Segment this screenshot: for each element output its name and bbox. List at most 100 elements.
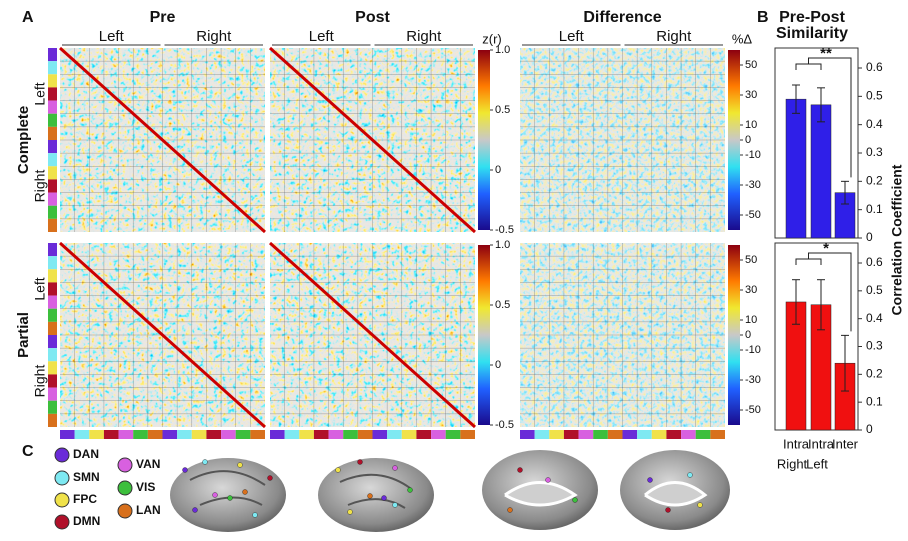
network-strip bbox=[48, 127, 57, 140]
node-dot bbox=[518, 468, 523, 473]
node-dot bbox=[393, 466, 398, 471]
colorbar-tick-label: 0 bbox=[495, 164, 501, 176]
colorbar-tick-label: -30 bbox=[745, 374, 761, 386]
network-strip bbox=[608, 430, 623, 439]
hemisphere-header: Left bbox=[309, 28, 335, 45]
network-strip bbox=[48, 166, 57, 179]
significance-marker: ** bbox=[820, 45, 832, 62]
network-strip bbox=[48, 401, 57, 414]
y-tick-label: 0.1 bbox=[866, 202, 883, 216]
network-strip bbox=[696, 430, 711, 439]
node-dot bbox=[238, 463, 243, 468]
network-strip bbox=[48, 206, 57, 219]
network-strip bbox=[270, 430, 285, 439]
node-dot bbox=[203, 460, 208, 465]
y-axis-label: Correlation Coefficient bbox=[889, 164, 905, 315]
network-strip bbox=[250, 430, 265, 439]
hemisphere-header: Right bbox=[656, 28, 692, 45]
row-hemisphere: Right bbox=[32, 170, 48, 203]
y-tick-label: 0.2 bbox=[866, 174, 883, 188]
colorbar-tick-label: 0.5 bbox=[495, 299, 510, 311]
row-hemisphere: Left bbox=[32, 277, 48, 300]
bar bbox=[811, 105, 831, 238]
network-strip bbox=[329, 430, 344, 439]
network-strip bbox=[119, 430, 134, 439]
network-strip bbox=[104, 430, 119, 439]
column-title: Post bbox=[355, 9, 390, 26]
network-strip bbox=[133, 430, 148, 439]
colorbar-tick-label: 0 bbox=[495, 359, 501, 371]
colorbar-tick-label: 30 bbox=[745, 284, 757, 296]
network-strip bbox=[446, 430, 461, 439]
network-strip bbox=[48, 153, 57, 166]
node-dot bbox=[408, 488, 413, 493]
network-strip bbox=[75, 430, 90, 439]
legend-label: VIS bbox=[136, 480, 155, 494]
node-dot bbox=[336, 468, 341, 473]
network-strip bbox=[148, 430, 163, 439]
legend-swatch bbox=[55, 493, 69, 507]
legend-label: LAN bbox=[136, 503, 161, 517]
y-tick-label: 0 bbox=[866, 422, 873, 436]
colorbar-tick-label: 10 bbox=[745, 314, 757, 326]
network-strip bbox=[221, 430, 236, 439]
significance-marker: * bbox=[823, 240, 829, 257]
network-strip bbox=[163, 430, 178, 439]
network-strip bbox=[579, 430, 594, 439]
panel-title: Similarity bbox=[776, 25, 848, 42]
legend-label: FPC bbox=[73, 492, 97, 506]
colorbar-tick-label: -50 bbox=[745, 209, 761, 221]
node-dot bbox=[228, 496, 233, 501]
column-title: Pre bbox=[150, 9, 176, 26]
network-strip bbox=[666, 430, 681, 439]
node-dot bbox=[573, 498, 578, 503]
bar-panels: Pre-PostSimilarity00.10.20.30.40.50.6**C… bbox=[775, 9, 905, 471]
legend-swatch bbox=[55, 471, 69, 485]
network-strip bbox=[48, 414, 57, 427]
network-strip bbox=[48, 87, 57, 100]
network-strip bbox=[520, 430, 535, 439]
colorbar bbox=[478, 245, 490, 425]
network-strip bbox=[48, 348, 57, 361]
network-strip bbox=[48, 101, 57, 114]
legend-swatch bbox=[55, 448, 69, 462]
node-dot bbox=[358, 460, 363, 465]
node-dot bbox=[268, 476, 273, 481]
network-strip bbox=[48, 114, 57, 127]
network-strip bbox=[48, 296, 57, 309]
network-strip bbox=[549, 430, 564, 439]
network-strip bbox=[48, 322, 57, 335]
node-dot bbox=[666, 508, 671, 513]
network-strip bbox=[460, 430, 475, 439]
node-dot bbox=[193, 508, 198, 513]
bar bbox=[786, 99, 806, 238]
network-strip bbox=[48, 140, 57, 153]
legend-label: DAN bbox=[73, 447, 99, 461]
colorbar-tick-label: -30 bbox=[745, 179, 761, 191]
y-tick-label: 0.3 bbox=[866, 145, 883, 159]
colorbar-tick-label: 50 bbox=[745, 254, 757, 266]
row-hemisphere: Left bbox=[32, 82, 48, 105]
row-hemisphere: Right bbox=[32, 365, 48, 398]
legend-swatch bbox=[118, 481, 132, 495]
hemisphere-header: Right bbox=[196, 28, 232, 45]
network-strip bbox=[48, 361, 57, 374]
node-dot bbox=[382, 496, 387, 501]
network-strip bbox=[285, 430, 300, 439]
network-strip bbox=[358, 430, 373, 439]
network-strip bbox=[89, 430, 104, 439]
network-strip bbox=[192, 430, 207, 439]
network-strip bbox=[593, 430, 608, 439]
colorbar-tick-label: -0.5 bbox=[495, 224, 514, 236]
colorbar-tick-label: 0 bbox=[745, 329, 751, 341]
network-strip bbox=[373, 430, 388, 439]
colorbar-tick-label: -0.5 bbox=[495, 419, 514, 431]
network-strip bbox=[48, 48, 57, 61]
network-strip bbox=[431, 430, 446, 439]
network-strip bbox=[710, 430, 725, 439]
node-dot bbox=[546, 478, 551, 483]
colorbar-tick-label: -10 bbox=[745, 149, 761, 161]
network-strip bbox=[48, 219, 57, 232]
x-tick-label: Intra bbox=[808, 436, 835, 451]
